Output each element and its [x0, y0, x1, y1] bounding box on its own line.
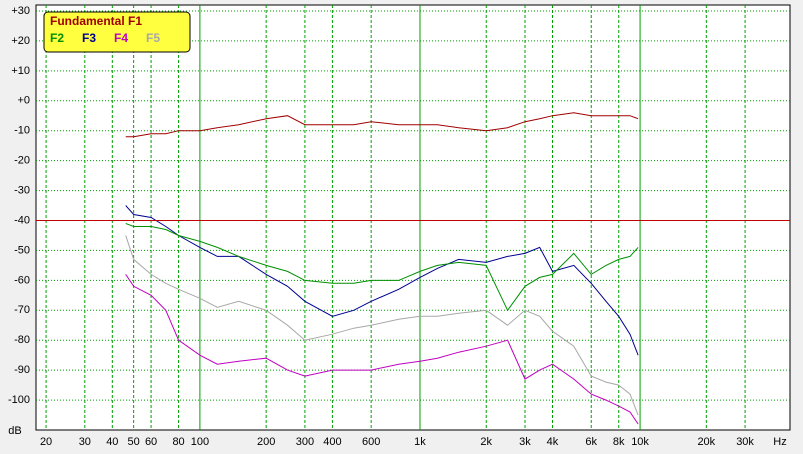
series-line [125, 274, 639, 425]
series-line [125, 223, 639, 312]
x-tick-label: 2k [480, 436, 492, 448]
legend-entry: F2 [50, 31, 64, 45]
x-tick-label: 300 [296, 436, 314, 448]
y-tick-label: +0 [17, 95, 30, 107]
x-tick-label: 10k [631, 436, 649, 448]
grid [36, 5, 790, 430]
x-tick-label: 400 [323, 436, 341, 448]
x-tick-label: 40 [106, 436, 118, 448]
legend-box [43, 11, 191, 53]
y-tick-label: -80 [14, 334, 30, 346]
x-tick-label: 4k [547, 436, 559, 448]
y-tick-label: -30 [14, 184, 30, 196]
y-tick-label: -70 [14, 304, 30, 316]
x-tick-label: 80 [172, 436, 184, 448]
x-tick-label: 60 [145, 436, 157, 448]
y-tick-label: -10 [14, 125, 30, 137]
legend: Fundamental F1 F2 F3 F4 F5 [43, 11, 191, 53]
x-tick-label: 20k [697, 436, 715, 448]
x-tick-label: 30k [736, 436, 754, 448]
x-tick-label: 3k [519, 436, 531, 448]
series-line [125, 235, 639, 416]
y-tick-label: -90 [14, 364, 30, 376]
legend-entry: F3 [82, 31, 96, 45]
y-tick-label: +10 [11, 65, 30, 77]
labels: dB Hz +30 +20 +10 +0 -10 -20 -30 -40 -50 -60 -70 -8… [8, 5, 787, 448]
y-tick-label: -60 [14, 274, 30, 286]
y-tick-label: -50 [14, 244, 30, 256]
legend-entry: Fundamental F1 [50, 14, 142, 28]
y-tick-label: -40 [14, 214, 30, 226]
plot-area [35, 4, 791, 431]
x-tick-label: 8k [613, 436, 625, 448]
y-tick-label: -20 [14, 155, 30, 167]
x-tick-label: 1k [414, 436, 426, 448]
y-tick-label: +30 [11, 5, 30, 17]
x-tick-label: 50 [128, 436, 140, 448]
x-tick-label: 200 [257, 436, 275, 448]
y-tick-label: -100 [8, 394, 30, 406]
legend-entry: F4 [114, 31, 128, 45]
marks [36, 112, 790, 425]
x-tick-label: 600 [362, 436, 380, 448]
y-axis-label: dB [8, 425, 21, 437]
series-line [125, 205, 639, 356]
x-axis-label: Hz [773, 436, 786, 448]
x-tick-label: 30 [79, 436, 91, 448]
y-tick-label: +20 [11, 35, 30, 47]
series-line [125, 112, 639, 138]
x-tick-label: 20 [40, 436, 52, 448]
x-tick-label: 100 [191, 436, 209, 448]
x-tick-label: 6k [585, 436, 597, 448]
legend-entry: F5 [146, 31, 160, 45]
